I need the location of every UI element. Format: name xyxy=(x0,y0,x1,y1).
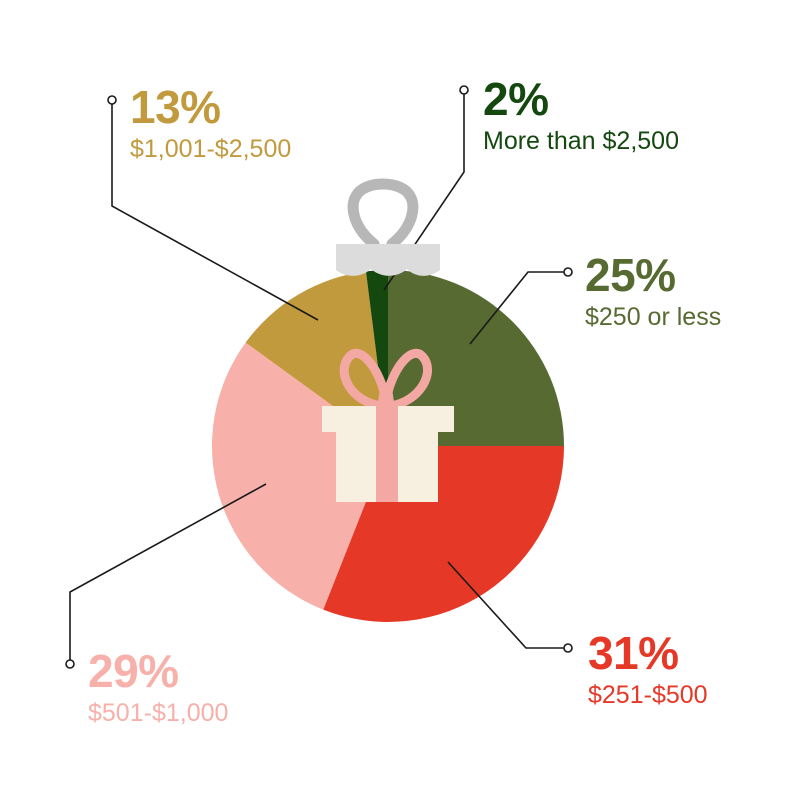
leader-dot xyxy=(65,659,75,669)
pie-slice xyxy=(245,271,388,446)
slice-range-label: $501-$1,000 xyxy=(88,699,229,727)
callout-more-than-2500: 2% More than $2,500 xyxy=(483,76,679,154)
slice-range-label: More than $2,500 xyxy=(483,127,679,155)
leader-line xyxy=(447,561,568,649)
leader-dot xyxy=(563,267,573,277)
callout-251-500: 31% $251-$500 xyxy=(588,630,708,708)
ornament-hook-icon xyxy=(347,178,419,250)
slice-percent-label: 13% xyxy=(130,81,221,133)
slice-percent-label: 31% xyxy=(588,627,679,679)
callout-501-1000: 29% $501-$1,000 xyxy=(88,648,228,726)
pie-slice xyxy=(388,270,564,446)
leader-dot xyxy=(563,643,573,653)
leader-line xyxy=(469,271,568,345)
ornament-cap-icon xyxy=(336,244,440,276)
leader-line xyxy=(69,483,267,664)
leader-dot xyxy=(459,85,469,95)
slice-range-label: $1,001-$2,500 xyxy=(130,135,292,163)
callout-250-or-less: 25% $250 or less xyxy=(585,252,721,330)
gift-icon xyxy=(322,348,454,502)
slice-range-label: $250 or less xyxy=(585,303,722,331)
slice-percent-label: 2% xyxy=(483,73,549,125)
leader-dot xyxy=(107,95,117,105)
slice-percent-label: 25% xyxy=(585,249,676,301)
slice-range-label: $251-$500 xyxy=(588,681,708,709)
pie-slices xyxy=(211,270,564,622)
callout-1001-2500: 13% $1,001-$2,500 xyxy=(130,84,291,162)
slice-percent-label: 29% xyxy=(88,645,179,697)
leader-line xyxy=(111,100,319,321)
pie-slice xyxy=(211,342,388,610)
